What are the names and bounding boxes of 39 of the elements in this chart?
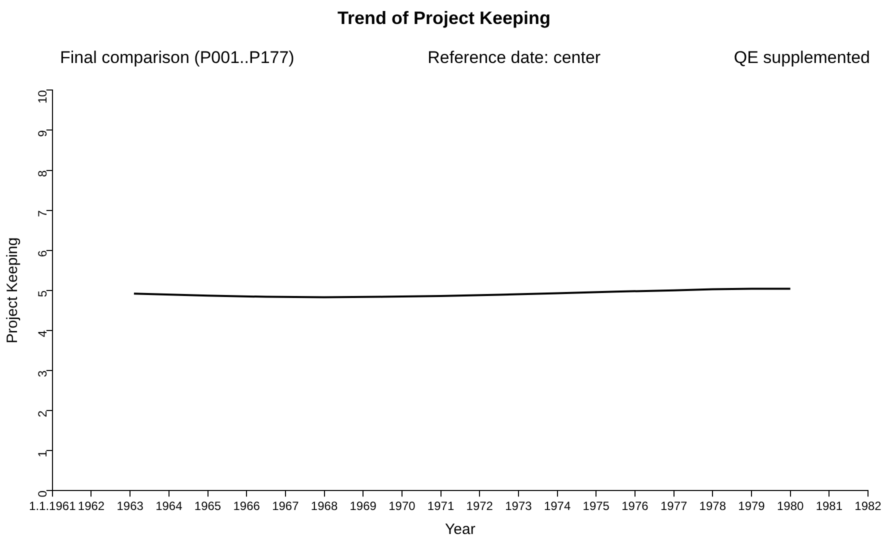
- x-tick-label: 1981: [816, 499, 843, 514]
- y-tick-label: 6: [36, 250, 50, 258]
- y-tick-label: 0: [36, 490, 50, 498]
- x-tick-label: 1982: [854, 499, 882, 514]
- text: Reference date: center: [428, 48, 601, 68]
- x-tick-label: 1970: [388, 499, 416, 514]
- text: Final comparison (P001..P177): [60, 48, 294, 68]
- x-tick-label: 1967: [272, 499, 300, 514]
- x-tick-label: 1978: [699, 499, 726, 514]
- y-tick-label: 7: [36, 210, 50, 218]
- y-tick-label: 2: [36, 410, 50, 418]
- x-tick-label: 1974: [544, 499, 571, 514]
- y-tick-label: 1: [36, 450, 50, 458]
- y-tick-label: 4: [36, 330, 50, 338]
- x-tick-label: 1.1.1961: [29, 499, 76, 514]
- x-tick-label: 1975: [582, 499, 610, 514]
- y-tick-label: 5: [36, 290, 50, 298]
- x-tick-label: 1966: [233, 499, 260, 514]
- x-axis-title: Year: [445, 521, 476, 538]
- chart-title: Trend of Project Keeping: [336, 8, 552, 29]
- x-tick-label: 1976: [622, 499, 649, 514]
- x-tick-label: 1972: [466, 499, 494, 514]
- x-tick-label: 1979: [738, 499, 766, 514]
- y-tick-label: 10: [36, 90, 50, 104]
- y-tick-label: 9: [36, 130, 50, 137]
- x-tick-label: 1965: [194, 499, 222, 514]
- y-axis-title: Project Keeping: [4, 237, 22, 344]
- x-tick-label: 1964: [156, 499, 183, 514]
- text: QE supplemented: [734, 48, 870, 68]
- y-tick-label: 8: [36, 170, 50, 177]
- x-tick-label: 1977: [660, 499, 688, 514]
- x-tick-label: 1980: [776, 499, 804, 514]
- x-tick-label: 1963: [116, 499, 144, 514]
- x-tick-label: 1968: [310, 499, 338, 514]
- x-tick-label: 1973: [505, 499, 532, 514]
- x-tick-label: 1969: [350, 499, 377, 514]
- x-tick-label: 1971: [427, 499, 454, 514]
- x-tick-label: 1962: [78, 499, 105, 514]
- y-tick-label: 3: [36, 370, 50, 378]
